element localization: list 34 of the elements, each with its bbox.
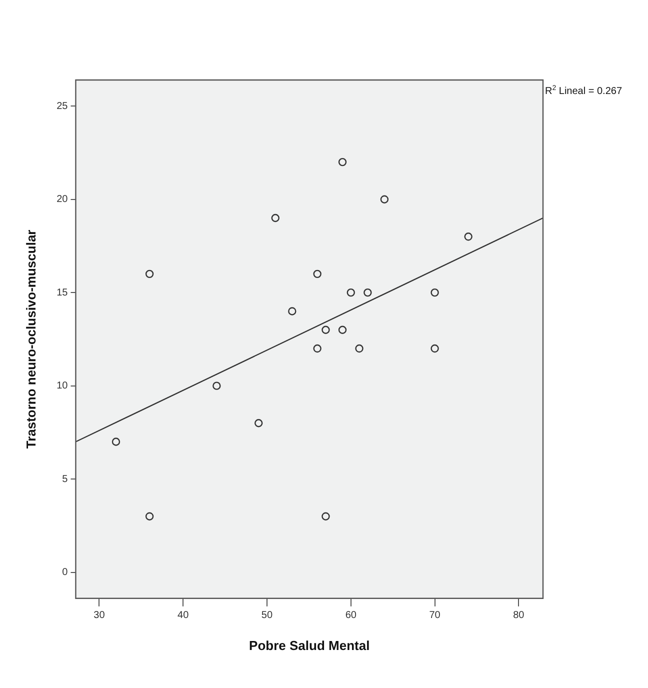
y-tick-label: 10: [56, 380, 68, 392]
x-tick-label: 70: [429, 610, 441, 622]
point: [322, 512, 330, 520]
y-tick-label: 5: [62, 474, 68, 485]
point: [322, 326, 330, 334]
point: [430, 288, 439, 297]
x-tick-label: 40: [178, 610, 190, 622]
point: [271, 214, 280, 222]
point: [346, 288, 355, 297]
point: [464, 232, 472, 241]
x-tick-label: 50: [261, 610, 273, 622]
x-tick-label: 30: [94, 610, 106, 622]
point: [380, 195, 389, 204]
point: [254, 419, 263, 428]
point: [355, 344, 364, 353]
y-tick-label: 25: [56, 100, 68, 112]
point: [288, 307, 296, 316]
point: [338, 326, 347, 334]
x-axis-title: Pobre Salud Mental: [249, 638, 370, 653]
point: [313, 270, 322, 278]
point: [112, 438, 120, 446]
point: [212, 382, 221, 390]
point: [364, 288, 372, 297]
point: [145, 512, 154, 520]
point: [145, 270, 154, 278]
y-tick-label: 20: [56, 194, 68, 206]
x-tick-label: 60: [345, 610, 357, 622]
y-tick-label: 0: [62, 567, 68, 578]
point: [430, 344, 439, 353]
point: [338, 158, 347, 166]
point: [313, 344, 322, 353]
y-axis-title: Trastorno neuro-oclusivo-muscular: [23, 230, 38, 449]
y-tick-label: 15: [56, 287, 68, 298]
x-tick-label: 80: [513, 610, 525, 622]
